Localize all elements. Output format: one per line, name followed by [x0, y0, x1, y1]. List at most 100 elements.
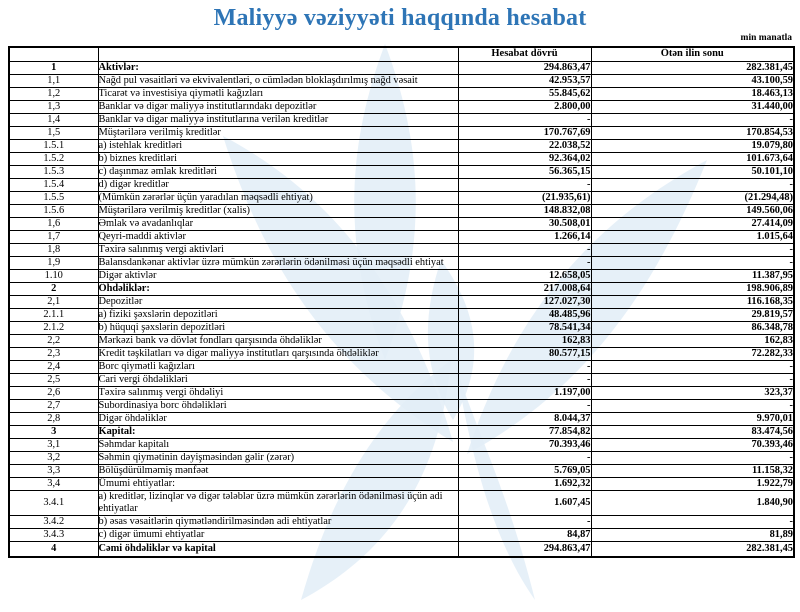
row-value-current: 48.485,96 — [457, 307, 592, 322]
row-label: (Mümkün zərərlər üçün yaradılan məqsədli… — [97, 190, 459, 205]
row-value-current: 2.800,00 — [457, 99, 592, 114]
row-number: 1,1 — [8, 73, 99, 88]
row-number: 2 — [8, 281, 99, 296]
row-label: c) daşınmaz əmlak kreditləri — [97, 164, 459, 179]
row-value-previous: - — [590, 398, 795, 413]
row-value-previous: 83.474,56 — [590, 424, 795, 439]
table-row: 3,2 Səhmin qiymətinin dəyişməsindən gəlir… — [8, 450, 795, 465]
table-row: 1,7 Qeyri-maddi aktivlər 1.266,14 1.015,64 — [8, 229, 795, 244]
row-label: Bölüşdürülməmiş mənfəət — [97, 463, 459, 478]
row-number: 3,3 — [8, 463, 99, 478]
row-label: Depozitlər — [97, 294, 459, 309]
row-label: Səhmdar kapitalı — [97, 437, 459, 452]
row-value-current: 217.008,64 — [457, 281, 592, 296]
row-value-previous: 27.414,09 — [590, 216, 795, 231]
row-value-previous: 19.079,80 — [590, 138, 795, 153]
table-body: 1 Aktivlər: 294.863,47 282.381,45 1,1 Nağd pu… — [8, 60, 795, 558]
row-label: Mərkəzi bank və dövlət fondları qarşısın… — [97, 333, 459, 348]
row-value-previous: - — [590, 372, 795, 387]
table-row: 1.5.1 a) istehlak kreditləri 22.038,52 19.0… — [8, 138, 795, 153]
row-label: Digər aktivlər — [97, 268, 459, 283]
row-value-current: 1.692,32 — [457, 476, 592, 491]
row-value-previous: 1.922,79 — [590, 476, 795, 491]
row-value-current: 5.769,05 — [457, 463, 592, 478]
row-number: 1.5.2 — [8, 151, 99, 166]
table-row: 1,9 Balansdankənar aktivlər üzrə mümkün z… — [8, 255, 795, 270]
row-label: c) digər ümumi ehtiyatlar — [97, 527, 459, 542]
table-row: 2 Öhdəliklər: 217.008,64 198.906,89 — [8, 281, 795, 296]
table-row: 3,4 Ümumi ehtiyatlar: 1.692,32 1.922,79 — [8, 476, 795, 491]
row-value-previous: 162,83 — [590, 333, 795, 348]
row-value-current: (21.935,61) — [457, 190, 592, 205]
table-row: 3 Kapital: 77.854,82 83.474,56 — [8, 424, 795, 439]
row-label: Subordinasiya borc öhdəlikləri — [97, 398, 459, 413]
row-value-previous: 72.282,33 — [590, 346, 795, 361]
row-label: Balansdankənar aktivlər üzrə mümkün zərə… — [97, 255, 459, 270]
row-label: Müştərilərə verilmiş kreditlər (xalis) — [97, 203, 459, 218]
table-row: 1.5.6 Müştərilərə verilmiş kreditlər (xal… — [8, 203, 795, 218]
header-cell-number — [8, 46, 99, 62]
row-label: a) istehlak kreditləri — [97, 138, 459, 153]
row-value-current: 162,83 — [457, 333, 592, 348]
financial-table: Hesabat dövrü Ötən ilin sonu 1 Aktivlər: 2… — [8, 46, 795, 558]
row-number: 1.5.3 — [8, 164, 99, 179]
row-number: 3,4 — [8, 476, 99, 491]
row-number: 2,3 — [8, 346, 99, 361]
row-value-current: 78.541,34 — [457, 320, 592, 335]
table-row: 2,5 Cari vergi öhdəlikləri - - — [8, 372, 795, 387]
table-row: 3,3 Bölüşdürülməmiş mənfəət 5.769,05 11.158… — [8, 463, 795, 478]
row-value-current: - — [457, 450, 592, 465]
row-value-current: 22.038,52 — [457, 138, 592, 153]
row-number: 3.4.2 — [8, 514, 99, 529]
row-value-previous: - — [590, 242, 795, 257]
row-number: 2,4 — [8, 359, 99, 374]
row-value-current: 1.607,45 — [457, 489, 592, 516]
row-value-current: 70.393,46 — [457, 437, 592, 452]
table-row: 1.5.3 c) daşınmaz əmlak kreditləri 56.365,… — [8, 164, 795, 179]
table-row: 2,2 Mərkəzi bank və dövlət fondları qarşı… — [8, 333, 795, 348]
row-number: 1,8 — [8, 242, 99, 257]
table-row: 3,1 Səhmdar kapitalı 70.393,46 70.393,46 — [8, 437, 795, 452]
unit-note: min manatla — [740, 33, 792, 43]
row-value-current: 84,87 — [457, 527, 592, 542]
row-value-previous: 282.381,45 — [590, 540, 795, 558]
row-number: 2,1 — [8, 294, 99, 309]
row-value-current: - — [457, 398, 592, 413]
row-label: Öhdəliklər: — [97, 281, 459, 296]
row-value-current: 12.658,05 — [457, 268, 592, 283]
table-row: 2,8 Digər öhdəliklər 8.044,37 9.970,01 — [8, 411, 795, 426]
row-value-previous: 116.168,35 — [590, 294, 795, 309]
row-number: 2,7 — [8, 398, 99, 413]
row-label: Müştərilərə verilmiş kreditlər — [97, 125, 459, 140]
row-value-previous: 31.440,00 — [590, 99, 795, 114]
row-number: 2,8 — [8, 411, 99, 426]
row-number: 2.1.1 — [8, 307, 99, 322]
row-label: Nağd pul vəsaitləri və ekvivalentləri, o… — [97, 73, 459, 88]
row-number: 1,4 — [8, 112, 99, 127]
header-cell-label — [97, 46, 459, 62]
row-number: 2,2 — [8, 333, 99, 348]
row-value-previous: 323,37 — [590, 385, 795, 400]
row-number: 1.5.5 — [8, 190, 99, 205]
row-label: b) əsas vəsaitlərin qiymətləndirilməsind… — [97, 514, 459, 529]
row-value-previous: 50.101,10 — [590, 164, 795, 179]
row-number: 1.10 — [8, 268, 99, 283]
row-number: 1.5.4 — [8, 177, 99, 192]
table-row: 1.10 Digər aktivlər 12.658,05 11.387,95 — [8, 268, 795, 283]
row-number: 3 — [8, 424, 99, 439]
table-row: 2,6 Təxirə salınmış vergi öhdəliyi 1.197,0… — [8, 385, 795, 400]
row-value-current: - — [457, 255, 592, 270]
table-row: 1 Aktivlər: 294.863,47 282.381,45 — [8, 60, 795, 75]
row-label: Ümumi ehtiyatlar: — [97, 476, 459, 491]
table-row: 4 Cəmi öhdəliklər və kapital 294.863,47 282… — [8, 540, 795, 558]
row-label: a) fiziki şəxslərin depozitləri — [97, 307, 459, 322]
row-value-current: 55.845,62 — [457, 86, 592, 101]
table-row: 2.1.2 b) hüquqi şəxslərin depozitləri 78.5… — [8, 320, 795, 335]
row-label: Təxirə salınmış vergi öhdəliyi — [97, 385, 459, 400]
row-label: Borc qiymətli kağızları — [97, 359, 459, 374]
row-value-previous: 9.970,01 — [590, 411, 795, 426]
row-label: Aktivlər: — [97, 60, 459, 75]
row-value-previous: 282.381,45 — [590, 60, 795, 75]
row-number: 1.5.6 — [8, 203, 99, 218]
